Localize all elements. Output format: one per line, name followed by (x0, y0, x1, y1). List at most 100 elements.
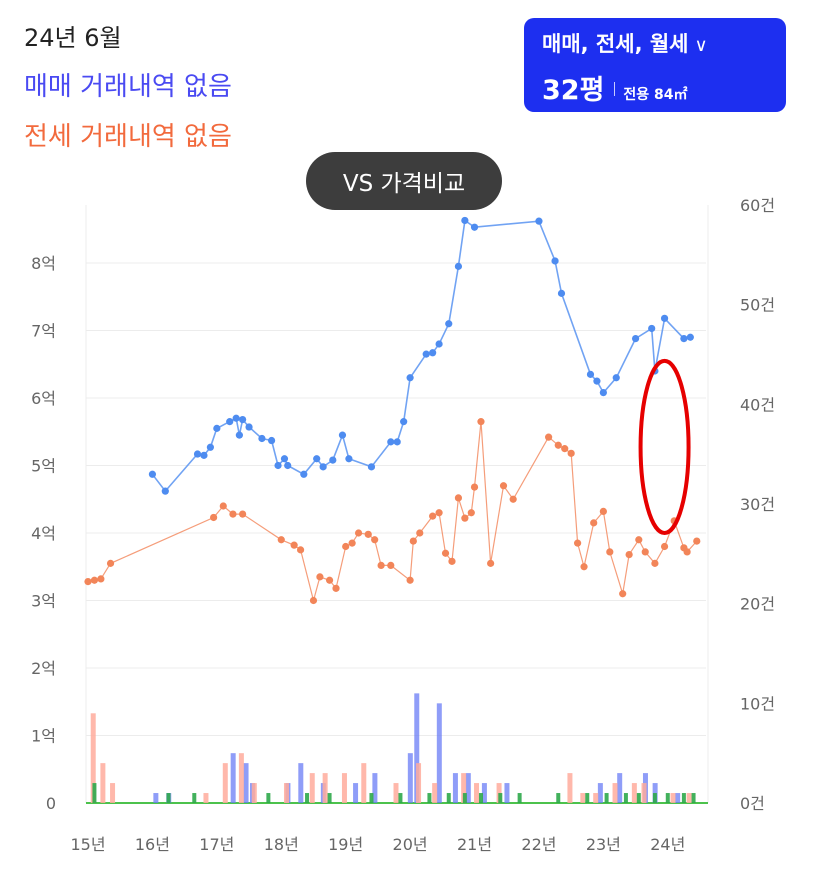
data-point-jeonse (467, 509, 475, 517)
data-point-jeonse (409, 537, 417, 545)
y-right-tick-label: 60건 (740, 196, 775, 215)
y-left-tick-label: 4억 (31, 524, 56, 543)
data-point-jeonse (509, 495, 517, 503)
data-point-sale (454, 262, 463, 270)
data-point-jeonse (441, 549, 450, 557)
data-point-jeonse (619, 590, 627, 598)
count-bar-jeonse (110, 783, 116, 803)
data-point-sale (258, 434, 266, 443)
data-point-sale (284, 461, 292, 470)
data-point-jeonse (84, 578, 92, 586)
data-point-jeonse (371, 536, 379, 544)
deal-type-filter-button[interactable]: 매매, 전세, 월세 ∨ 32평 전용 84㎡ (524, 18, 786, 112)
data-point-jeonse (290, 541, 298, 549)
data-point-jeonse (625, 551, 633, 559)
count-bar-jeonse (567, 773, 573, 803)
data-point-jeonse (210, 513, 218, 522)
data-point-sale (213, 424, 221, 432)
count-bar-jeonse (361, 763, 367, 803)
data-point-jeonse (660, 542, 669, 551)
data-point-jeonse (325, 576, 334, 584)
data-point-sale (338, 431, 347, 439)
data-point-jeonse (354, 529, 363, 537)
data-point-sale (470, 223, 479, 231)
data-point-sale (226, 418, 234, 426)
count-bar-jeonse (222, 763, 228, 803)
y-right-tick-label: 40건 (740, 395, 775, 414)
annotations (638, 358, 691, 535)
count-bar-sale (230, 753, 236, 803)
data-point-sale (461, 216, 469, 225)
count-bar-other (462, 793, 467, 803)
count-bar-jeonse (393, 783, 399, 803)
count-bar-other (446, 793, 451, 803)
count-bar-other (166, 793, 171, 803)
x-tick-label: 22년 (521, 835, 556, 854)
data-point-jeonse (229, 510, 237, 518)
count-bar-sale (597, 783, 603, 803)
price-compare-button[interactable]: VS 가격비교 (306, 152, 502, 210)
data-point-sale (319, 463, 327, 471)
data-point-jeonse (683, 548, 691, 556)
data-point-jeonse (590, 519, 598, 527)
data-point-sale (599, 389, 607, 397)
data-point-sale (557, 289, 566, 297)
data-point-sale (206, 443, 214, 451)
count-bar-jeonse (416, 763, 422, 803)
data-point-jeonse (406, 576, 414, 584)
data-point-sale (329, 456, 337, 464)
data-point-sale (235, 431, 243, 439)
data-point-sale (612, 374, 620, 382)
x-tick-label: 19년 (328, 835, 363, 854)
count-bar-other (305, 793, 310, 803)
count-bar-jeonse (322, 773, 328, 803)
count-bar-sale (436, 703, 442, 803)
data-point-jeonse (580, 563, 588, 571)
count-bar-sale (452, 773, 458, 803)
price-lines (87, 219, 698, 603)
data-point-sale (280, 455, 289, 463)
count-bar-other (92, 783, 97, 803)
y-left-tick-label: 3억 (31, 592, 56, 611)
data-point-jeonse (606, 548, 614, 556)
data-point-jeonse (448, 557, 456, 565)
count-bar-jeonse (309, 773, 315, 803)
count-bar-sale (617, 773, 623, 803)
count-bar-jeonse (100, 763, 106, 803)
data-point-sale (406, 374, 414, 382)
x-tick-label: 21년 (457, 835, 492, 854)
count-bar-sale (407, 753, 413, 803)
count-bar-other (556, 793, 561, 803)
data-point-jeonse (461, 514, 469, 522)
data-point-jeonse (387, 561, 395, 570)
data-point-jeonse (342, 542, 350, 551)
data-point-jeonse (554, 441, 562, 449)
count-bar-sale (153, 793, 159, 803)
data-point-sale (680, 335, 688, 343)
count-bar-jeonse (580, 793, 586, 803)
data-point-sale (445, 320, 453, 328)
data-point-jeonse (499, 482, 508, 490)
data-point-jeonse (487, 559, 495, 567)
data-point-jeonse (477, 418, 485, 426)
count-bar-sale (504, 783, 510, 803)
count-bar-jeonse (251, 783, 257, 803)
data-point-sale (245, 423, 253, 431)
data-point-jeonse (348, 539, 356, 547)
count-bar-other (681, 793, 686, 803)
y-right-tick-label: 50건 (740, 296, 775, 315)
count-bar-jeonse (283, 783, 289, 803)
current-month-label: 24년 6월 (24, 24, 122, 52)
data-point-jeonse (97, 575, 105, 583)
axis-tick-labels: 0 1억 2억 3억 4억 5억 6억 7억 8억 0건 10건 20건 30건 40건 50건 60건 15년… (31, 196, 775, 854)
transaction-count-bars (90, 693, 696, 803)
data-point-sale (200, 451, 208, 459)
x-tick-label: 17년 (199, 835, 234, 854)
count-bar-sale (372, 773, 378, 803)
count-bar-jeonse (670, 793, 676, 803)
deal-types-label: 매매, 전세, 월세 (542, 32, 689, 56)
count-bar-jeonse (612, 783, 618, 803)
data-point-jeonse (90, 576, 99, 584)
data-point-sale (422, 350, 430, 358)
